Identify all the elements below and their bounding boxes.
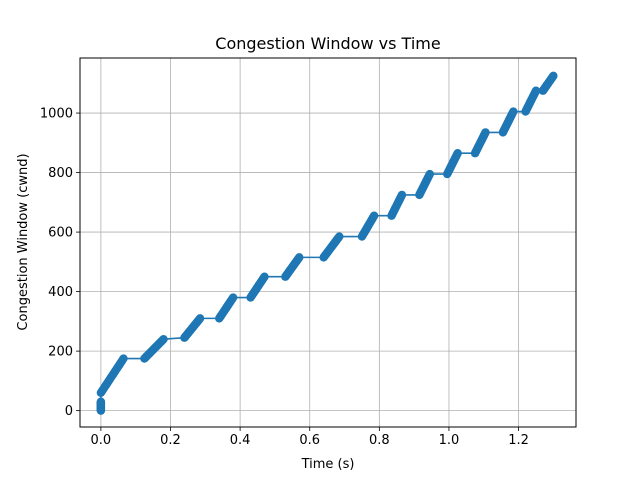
cwnd-data-point <box>335 232 344 241</box>
cwnd-data-point <box>509 107 518 116</box>
chart-title: Congestion Window vs Time <box>215 34 440 53</box>
cwnd-data-point <box>549 71 558 81</box>
cwnd-data-point <box>96 397 106 406</box>
cwnd-data-point <box>481 128 490 137</box>
plot-frame <box>79 57 577 428</box>
x-axis-label: Time (s) <box>301 457 355 472</box>
y-tick-label: 200 <box>48 345 73 360</box>
x-tick-label: 1.2 <box>508 433 529 448</box>
cwnd-data-point <box>453 149 462 158</box>
cwnd-data-point <box>159 335 168 344</box>
cwnd-data-point <box>425 169 435 179</box>
cwnd-data-point <box>397 190 407 200</box>
cwnd-data-point <box>295 253 304 262</box>
y-tick-label: 400 <box>48 285 73 300</box>
x-tick-label: 0.4 <box>230 433 251 448</box>
cwnd-data-point <box>260 272 269 281</box>
x-axis-ticks: 0.0 0.2 0.4 0.6 0.8 1.0 1.2 <box>91 427 529 448</box>
grid-lines <box>80 58 576 427</box>
cwnd-data-point <box>195 314 205 323</box>
x-tick-label: 0.2 <box>160 433 181 448</box>
cwnd-data-point <box>119 354 128 363</box>
x-tick-label: 0.0 <box>91 433 112 448</box>
y-tick-label: 0 <box>65 404 73 419</box>
x-tick-label: 0.6 <box>299 433 320 448</box>
cwnd-data-point <box>531 86 541 95</box>
x-tick-label: 1.0 <box>439 433 460 448</box>
y-axis-ticks: 0 200 400 600 800 1000 <box>40 107 80 419</box>
y-tick-label: 800 <box>48 166 73 181</box>
x-tick-label: 0.8 <box>369 433 390 448</box>
cwnd-data-point <box>369 211 379 220</box>
cwnd-data-point <box>228 293 238 302</box>
y-axis-label: Congestion Window (cwnd) <box>16 153 31 330</box>
series-layer <box>96 71 558 415</box>
y-tick-label: 1000 <box>40 107 73 122</box>
y-tick-label: 600 <box>48 226 73 241</box>
